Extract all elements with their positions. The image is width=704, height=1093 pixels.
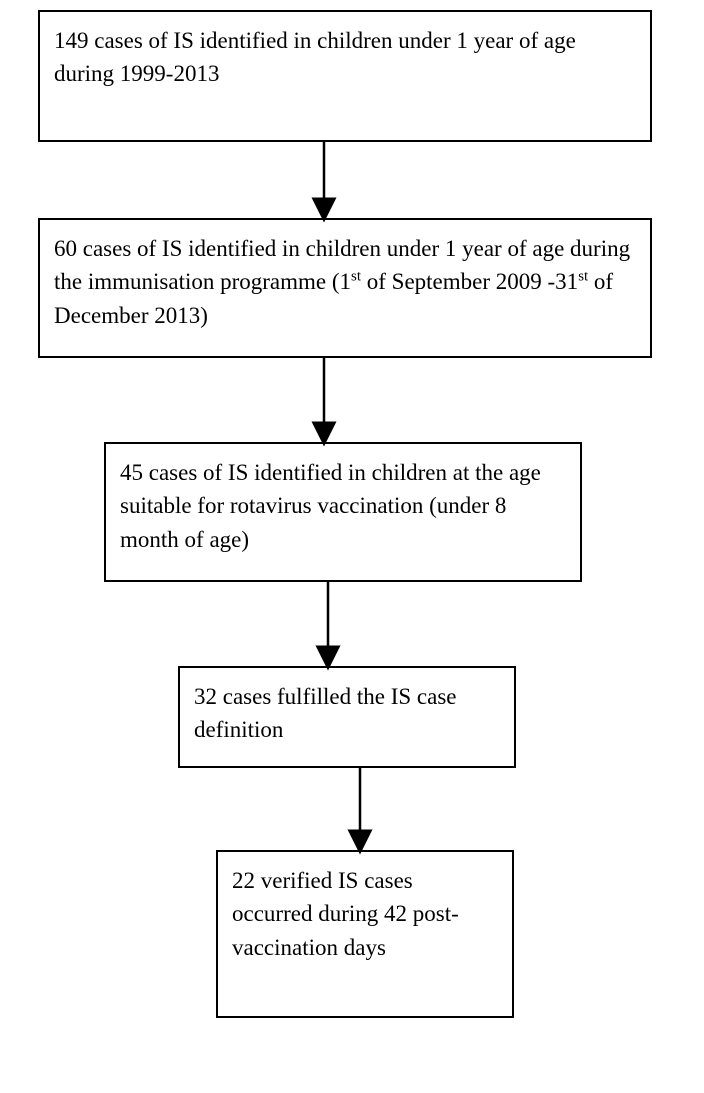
flow-arrows <box>0 0 704 1093</box>
flowchart-container: 149 cases of IS identified in children u… <box>0 0 704 1093</box>
